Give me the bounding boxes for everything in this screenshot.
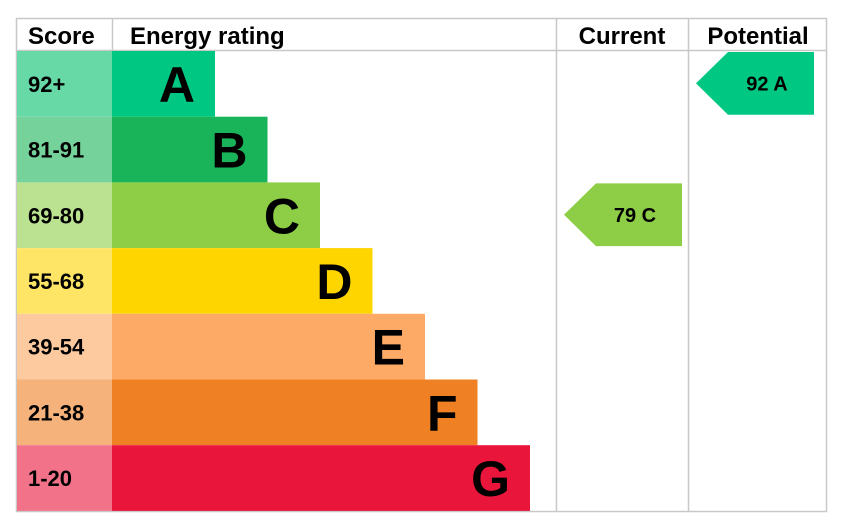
rating-bar-b xyxy=(112,116,268,183)
potential-arrow-label: 92 A xyxy=(746,73,788,95)
chart-frame xyxy=(15,17,828,513)
score-label-f: 21-38 xyxy=(28,400,84,425)
rating-bar-e xyxy=(112,313,425,380)
score-label-a: 92+ xyxy=(28,72,65,97)
score-cell-c xyxy=(17,182,112,249)
band-e: 39-54 E xyxy=(17,313,425,380)
rating-letter-a: A xyxy=(159,57,195,113)
rating-bar-d xyxy=(112,248,373,314)
score-cell-e xyxy=(17,313,112,380)
header-energy-rating: Energy rating xyxy=(130,23,285,50)
rating-bar-g xyxy=(112,445,530,511)
rating-bar-a xyxy=(112,51,215,117)
band-c: 69-80 C xyxy=(17,182,320,249)
band-b: 81-91 B xyxy=(17,116,268,183)
header-potential: Potential xyxy=(707,23,808,50)
score-cell-b xyxy=(17,116,112,183)
score-label-d: 55-68 xyxy=(28,269,84,294)
rating-letter-d: D xyxy=(316,254,352,310)
band-f: 21-38 F xyxy=(17,379,478,446)
score-cell-d xyxy=(17,248,112,314)
header-current: Current xyxy=(579,23,666,50)
rating-letter-c: C xyxy=(264,188,300,244)
score-label-g: 1-20 xyxy=(28,466,72,491)
score-label-c: 69-80 xyxy=(28,203,84,228)
score-label-e: 39-54 xyxy=(28,335,85,360)
rating-letter-f: F xyxy=(427,385,458,441)
current-rating-arrow: 79 C xyxy=(564,183,682,247)
band-d: 55-68 D xyxy=(17,248,373,314)
rating-bands: 92+ A 81-91 B 69-80 C 55-68 D 39-54 E 21-38 F 1-20 G xyxy=(17,51,530,511)
rating-letter-b: B xyxy=(211,123,247,179)
current-arrow-label: 79 C xyxy=(614,205,656,227)
current-arrow-shape xyxy=(564,183,682,247)
rating-letter-g: G xyxy=(471,451,510,507)
band-a: 92+ A xyxy=(17,51,215,117)
score-cell-f xyxy=(17,379,112,446)
rating-bar-f xyxy=(112,379,478,446)
rating-arrows: 79 C 92 A xyxy=(564,52,814,247)
score-label-b: 81-91 xyxy=(28,138,84,163)
rating-letter-e: E xyxy=(372,320,405,376)
score-cell-g xyxy=(17,445,112,511)
rating-bar-c xyxy=(112,182,320,249)
potential-rating-arrow: 92 A xyxy=(696,52,814,115)
header-score: Score xyxy=(28,23,95,50)
potential-arrow-shape xyxy=(696,52,814,115)
score-cell-a xyxy=(17,51,112,117)
band-g: 1-20 G xyxy=(17,445,530,511)
